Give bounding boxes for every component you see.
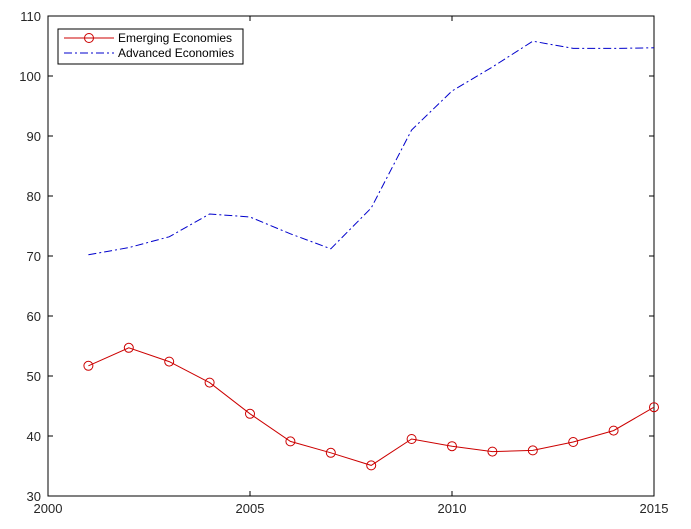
x-tick-label: 2005 (236, 501, 265, 516)
axis-ticks: 2000 2005 2010 2015 30 40 50 60 70 80 90 100 110 (19, 9, 668, 516)
data-point (406, 434, 417, 444)
data-point (325, 447, 336, 458)
data-point (608, 425, 619, 436)
y-tick-label: 80 (27, 189, 41, 204)
y-tick-label: 30 (27, 489, 41, 504)
y-tick-label: 40 (27, 429, 41, 444)
y-tick-label: 90 (27, 129, 41, 144)
data-point (83, 360, 94, 371)
data-point (204, 377, 215, 388)
series-layer (83, 40, 659, 471)
data-point (285, 436, 296, 447)
legend-label-advanced: Advanced Economies (118, 46, 234, 60)
data-point (527, 445, 538, 456)
legend-label-emerging: Emerging Economies (118, 31, 232, 45)
legend-box (57, 28, 244, 65)
y-tick-label: 110 (20, 9, 41, 24)
data-point (366, 460, 377, 471)
data-point (123, 342, 134, 353)
x-tick-label: 2015 (640, 501, 669, 516)
series-line-0 (88, 347, 655, 466)
data-point (164, 356, 175, 367)
data-point (245, 408, 255, 419)
x-tick-label: 2010 (438, 501, 467, 516)
data-point (649, 402, 659, 413)
series-line-1 (88, 40, 655, 256)
data-point (487, 446, 498, 457)
y-tick-label: 60 (27, 309, 41, 324)
data-point (568, 437, 579, 447)
data-point (447, 441, 457, 452)
plot-area (47, 15, 655, 497)
y-tick-label: 100 (19, 69, 41, 84)
x-tick-label: 2000 (34, 501, 63, 516)
legend: Emerging Economies Advanced Economies (57, 28, 244, 65)
legend-marker-emerging (84, 33, 94, 43)
y-tick-label: 50 (27, 369, 41, 384)
y-tick-label: 70 (27, 249, 41, 264)
